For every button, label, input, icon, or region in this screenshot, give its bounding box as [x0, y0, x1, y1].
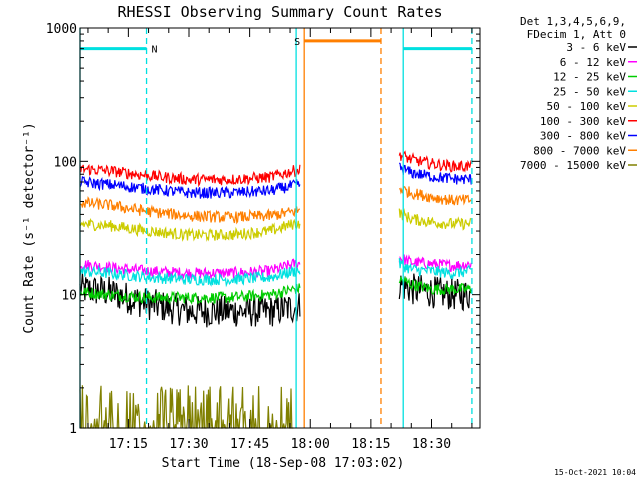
legend-entry: 12 - 25 keV — [553, 71, 626, 84]
series-line — [79, 196, 300, 225]
y-tick-label: 10 — [61, 289, 77, 304]
y-axis-label: Count Rate (s⁻¹ detector⁻¹) — [22, 122, 37, 333]
series-12-25-kev — [79, 275, 472, 305]
series-line — [398, 258, 472, 281]
plot-frame — [79, 27, 481, 429]
legend-entry: 100 - 300 keV — [540, 115, 626, 128]
series-line — [79, 218, 301, 242]
y-axis: 1 10 100 1000 — [46, 22, 480, 437]
annotation-label: S — [294, 37, 300, 48]
series-line — [79, 273, 301, 328]
series-line — [398, 162, 472, 185]
series-7000-15000-kev — [79, 385, 294, 429]
series-line — [398, 254, 472, 273]
annotation-label: N — [152, 45, 158, 56]
legend-entry: 3 - 6 keV — [566, 41, 626, 54]
legend: Det 1,3,4,5,6,9,FDecim 1, Att 03 - 6 keV… — [520, 15, 637, 172]
x-tick-label: 17:45 — [230, 437, 269, 452]
x-tick-label: 18:00 — [291, 437, 330, 452]
y-tick-label: 100 — [54, 155, 77, 170]
legend-header: Det 1,3,4,5,6,9, — [520, 15, 626, 28]
legend-entry: 800 - 7000 keV — [533, 144, 626, 157]
series-line — [79, 164, 301, 188]
legend-entry: 7000 - 15000 keV — [520, 159, 626, 172]
legend-entry: 25 - 50 keV — [553, 85, 626, 98]
plot-area: NS — [79, 28, 473, 429]
legend-entry: 300 - 800 keV — [540, 130, 626, 143]
series-line — [398, 208, 472, 231]
legend-entry: 50 - 100 keV — [547, 100, 627, 113]
legend-header: FDecim 1, Att 0 — [527, 28, 626, 41]
footer-timestamp: 15-Oct-2021 10:04 — [554, 468, 636, 477]
series-line — [79, 264, 301, 288]
x-tick-label: 18:15 — [351, 437, 390, 452]
y-tick-label: 1 — [69, 422, 77, 437]
series-line — [79, 175, 301, 199]
x-axis: 17:15 17:30 17:45 18:00 18:15 18:30 — [87, 28, 473, 452]
x-tick-label: 17:15 — [109, 437, 148, 452]
series-line — [398, 273, 472, 312]
x-axis-label: Start Time (18-Sep-08 17:03:02) — [162, 456, 405, 471]
series-300-800-kev — [79, 162, 472, 199]
series-line — [398, 275, 472, 296]
series-25-50-kev — [79, 258, 472, 288]
x-tick-label: 18:30 — [412, 437, 451, 452]
series-line — [79, 283, 301, 305]
x-tick-label: 17:30 — [169, 437, 208, 452]
series-50-100-kev — [79, 208, 472, 242]
series-line — [79, 385, 294, 429]
series-line — [398, 150, 472, 173]
y-tick-label: 1000 — [46, 22, 77, 37]
chart-title: RHESSI Observing Summary Count Rates — [117, 3, 442, 21]
series-100-300-kev — [79, 150, 472, 188]
legend-entry: 6 - 12 keV — [560, 56, 627, 69]
series-line — [398, 185, 472, 206]
series-800-7000-kev — [79, 185, 472, 225]
